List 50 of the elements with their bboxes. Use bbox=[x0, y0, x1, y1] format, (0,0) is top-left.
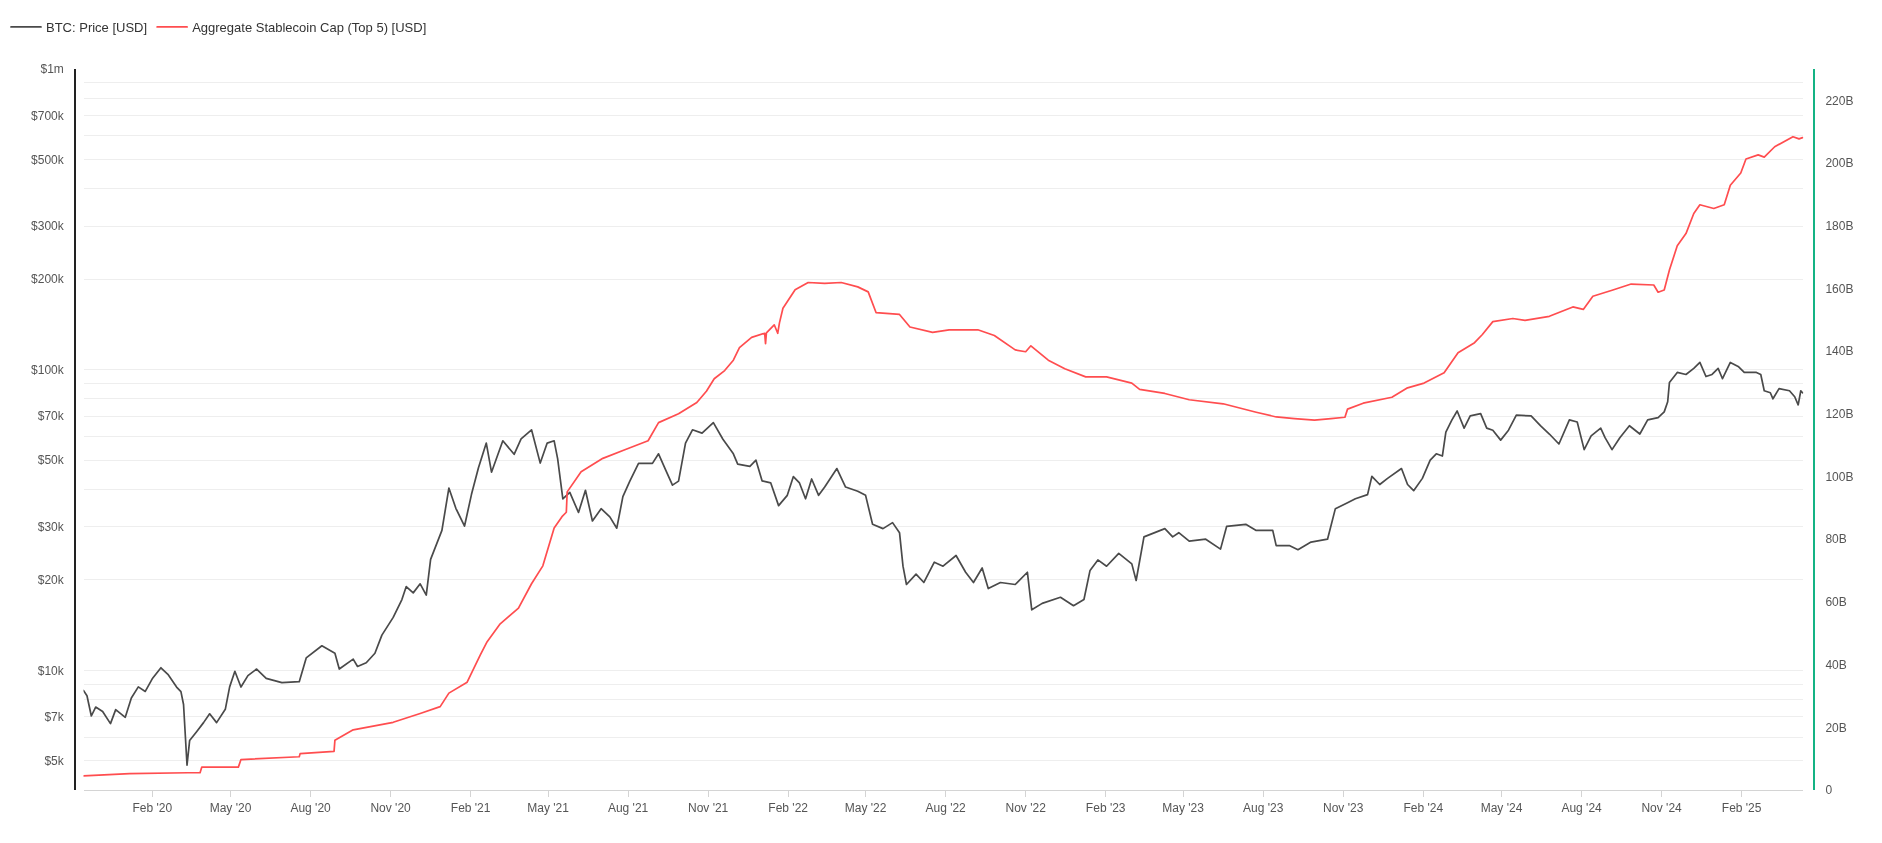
y2-tick-label: 220B bbox=[1825, 93, 1854, 108]
x-tick-label: Aug '24 bbox=[1561, 800, 1603, 815]
y-tick-label: $70k bbox=[37, 409, 65, 424]
x-tick-label: Aug '20 bbox=[290, 800, 332, 815]
x-tick-label: Feb '23 bbox=[1085, 800, 1126, 815]
y-tick-label: $100k bbox=[31, 362, 65, 377]
legend-label: Aggregate Stablecoin Cap (Top 5) [USD] bbox=[192, 20, 427, 36]
y-tick-label: $500k bbox=[31, 152, 65, 167]
y2-tick-label: 20B bbox=[1825, 720, 1847, 735]
y-tick-label: $300k bbox=[31, 219, 65, 234]
y2-tick-label: 60B bbox=[1825, 595, 1847, 610]
x-tick-label: Feb '20 bbox=[132, 800, 173, 815]
y2-tick-label: 200B bbox=[1825, 156, 1854, 171]
y-tick-label: $20k bbox=[37, 573, 65, 588]
y2-tick-label: 80B bbox=[1825, 532, 1847, 547]
x-tick-label: Nov '20 bbox=[370, 800, 412, 815]
y-tick-label: $1m bbox=[40, 62, 64, 77]
x-tick-label: May '23 bbox=[1162, 800, 1205, 815]
x-tick-label: Feb '24 bbox=[1403, 800, 1444, 815]
x-tick-label: Nov '22 bbox=[1005, 800, 1047, 815]
x-tick-label: Feb '21 bbox=[450, 800, 491, 815]
x-tick-label: Aug '22 bbox=[925, 800, 967, 815]
y2-tick-label: 0 bbox=[1825, 783, 1833, 798]
x-tick-label: Nov '23 bbox=[1323, 800, 1364, 815]
x-tick-label: Nov '21 bbox=[687, 800, 729, 815]
y2-tick-label: 40B bbox=[1825, 657, 1847, 672]
y-tick-label: $7k bbox=[44, 710, 65, 725]
x-tick-label: May '22 bbox=[844, 800, 887, 815]
x-tick-label: Feb '22 bbox=[768, 800, 809, 815]
x-tick-label: May '21 bbox=[527, 800, 570, 815]
y-tick-label: $10k bbox=[37, 663, 65, 678]
line-series bbox=[83, 361, 1804, 766]
line-series bbox=[83, 135, 1804, 777]
y-tick-label: $5k bbox=[44, 754, 65, 769]
x-tick-label: Feb '25 bbox=[1721, 800, 1762, 815]
x-tick-label: Aug '23 bbox=[1243, 800, 1284, 815]
y-tick-label: $30k bbox=[37, 520, 65, 535]
x-tick-label: Nov '24 bbox=[1641, 800, 1683, 815]
y2-tick-label: 100B bbox=[1825, 469, 1854, 484]
legend-label: BTC: Price [USD] bbox=[46, 20, 148, 36]
x-tick-label: May '24 bbox=[1480, 800, 1523, 815]
x-tick-label: Aug '21 bbox=[607, 800, 649, 815]
y-tick-label: $700k bbox=[31, 108, 65, 123]
x-tick-label: May '20 bbox=[209, 800, 252, 815]
y2-tick-label: 180B bbox=[1825, 218, 1854, 233]
y2-tick-label: 120B bbox=[1825, 407, 1854, 422]
y-tick-label: $200k bbox=[31, 272, 65, 287]
y-tick-label: $50k bbox=[37, 453, 65, 468]
y2-tick-label: 160B bbox=[1825, 281, 1854, 296]
y2-tick-label: 140B bbox=[1825, 344, 1854, 359]
